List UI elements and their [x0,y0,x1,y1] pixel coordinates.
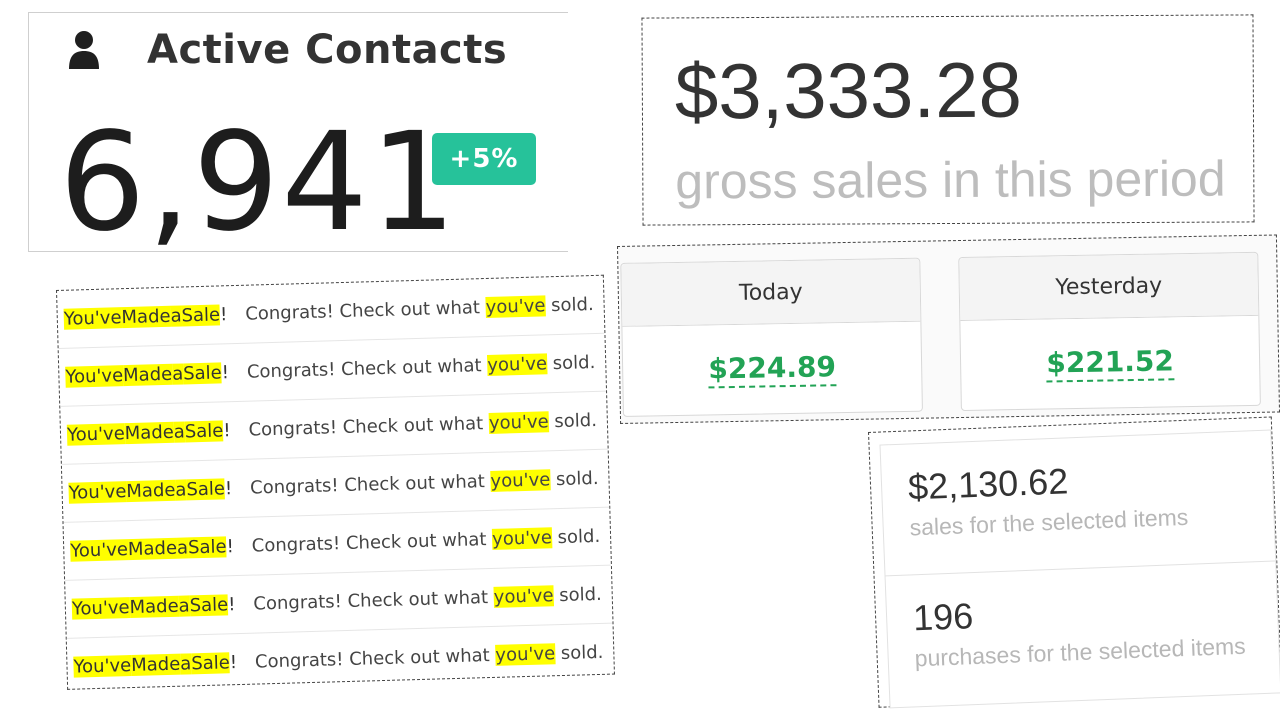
sale-headline-part1: You've [70,539,129,562]
sale-headline-part2: Made [122,363,173,387]
sale-headline-part3: a [179,653,192,675]
sale-headline-part4: Sale [187,536,227,559]
sale-headline-part2: Made [129,595,179,619]
user-icon [69,31,99,69]
sale-message-msg2: you've [486,353,548,376]
sale-message-msg1: Congrats! Check out what [245,297,481,325]
sale-message-msg1: Congrats! Check out what [253,587,489,615]
sale-message-msg1: Congrats! Check out what [248,413,484,441]
sale-headline-part5: ! [224,478,233,500]
selected-sales-stat: $2,130.62 sales for the selected items [881,431,1276,576]
sale-message-msg1: Congrats! Check out what [254,645,490,673]
sale-headline-part2: Made [130,653,181,677]
sale-headline-part1: You've [63,307,122,330]
sale-message-msg3: sold. [557,525,601,549]
today-card: Today $224.89 [620,257,923,417]
sale-headline-part3: a [171,363,184,385]
sale-message-msg2: you've [495,643,556,666]
gross-sales-label: gross sales in this period [675,150,1226,210]
sale-headline-part3: a [176,537,189,559]
sale-headline-part4: Sale [190,652,231,675]
sale-headline-part3: a [178,595,190,617]
sale-notification-list: You've Made a Sale! Congrats! Check out w… [56,274,615,690]
sale-message-msg1: Congrats! Check out what [249,471,486,499]
sale-headline-part5: ! [227,594,236,616]
sale-headline-part3: a [173,421,186,443]
sale-headline-part4: Sale [189,594,229,617]
active-contacts-header: Active Contacts [67,27,507,73]
sale-message-msg2: you've [490,469,551,492]
sale-headline-part5: ! [226,536,235,558]
sale-headline-part2: Made [121,305,171,329]
sale-headline-part2: Made [126,479,176,503]
sale-message: Congrats! Check out what you've sold. [250,468,599,499]
sale-message: Congrats! Check out what you've sold. [255,642,604,673]
sale-headline-part4: Sale [181,304,221,327]
sale-headline-part3: a [170,305,182,327]
selected-purchases-value: 196 [912,595,974,639]
sale-message: Congrats! Check out what you've sold. [245,294,594,325]
sale-headline-part4: Sale [184,420,224,443]
selected-items-box: $2,130.62 sales for the selected items 1… [879,429,1280,709]
sale-message-msg1: Congrats! Check out what [246,355,482,383]
sale-message-msg3: sold. [552,351,596,375]
daily-sales-panel: Today $224.89 Yesterday $221.52 [617,234,1280,424]
sale-message: Congrats! Check out what you've sold. [253,584,602,615]
selected-sales-label: sales for the selected items [909,503,1189,541]
active-contacts-card: Active Contacts 6,941 +5% [28,12,568,262]
sale-headline-part1: You've [68,481,127,504]
active-contacts-count: 6,941 [59,104,459,262]
sale-message-msg2: you've [493,585,554,608]
selected-sales-value: $2,130.62 [907,460,1069,508]
sale-message: Congrats! Check out what you've sold. [247,352,596,383]
sale-message-msg2: you've [491,527,553,550]
sale-headline-part2: Made [127,537,178,561]
sale-message: Congrats! Check out what you've sold. [248,410,597,441]
yesterday-label: Yesterday [959,252,1259,322]
yesterday-value-link[interactable]: $221.52 [1046,344,1175,383]
change-badge: +5% [432,133,536,185]
selected-items-card: $2,130.62 sales for the selected items 1… [868,416,1280,709]
sale-headline-part4: Sale [186,478,226,501]
selected-purchases-stat: 196 purchases for the selected items [885,560,1280,706]
sale-headline-part1: You've [73,655,132,678]
sale-headline-part3: a [175,479,187,501]
gross-sales-card: $3,333.28 gross sales in this period [641,14,1255,226]
sale-headline-part4: Sale [182,362,223,385]
active-contacts-title: Active Contacts [147,27,508,73]
sale-headline-part1: You've [71,597,130,620]
sale-message-msg3: sold. [550,293,594,317]
sale-message-msg3: sold. [554,409,598,433]
sale-message-msg3: sold. [558,583,603,607]
sale-headline-part1: You've [66,423,126,446]
sale-headline-part5: ! [223,420,231,442]
sale-message-msg2: you've [488,411,549,434]
sale-headline-part5: ! [219,304,228,326]
today-value-link[interactable]: $224.89 [708,350,837,389]
selected-purchases-label: purchases for the selected items [914,632,1247,672]
sale-headline-part2: Made [124,421,175,445]
sale-headline-part1: You've [65,365,124,388]
sale-headline-part5: ! [229,652,238,674]
sale-message-msg2: you've [485,295,546,319]
sale-message-msg3: sold. [555,467,599,491]
yesterday-card: Yesterday $221.52 [958,251,1261,412]
gross-sales-amount: $3,333.28 [674,45,1023,136]
sale-message-msg3: sold. [560,641,604,665]
sale-message-msg1: Congrats! Check out what [251,529,487,557]
today-label: Today [621,258,921,327]
sale-headline-part5: ! [221,362,230,384]
sale-message: Congrats! Check out what you've sold. [251,526,600,557]
